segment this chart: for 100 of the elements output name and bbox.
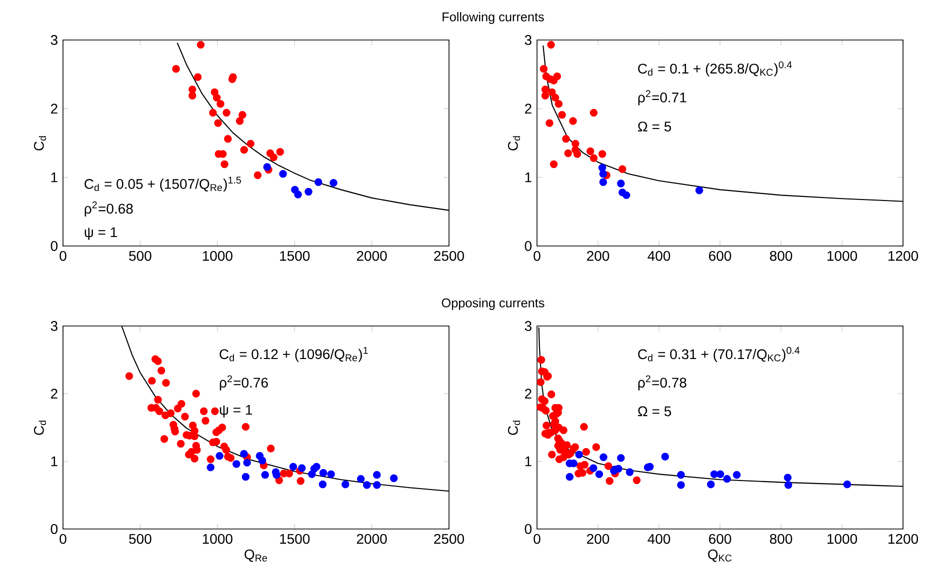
- y-tick-label: 0: [524, 241, 532, 251]
- point: [243, 458, 251, 467]
- x-tick-label: 1200: [888, 534, 918, 544]
- point: [356, 475, 365, 483]
- x-tick-label: 2000: [356, 534, 387, 544]
- point: [540, 397, 549, 405]
- point: [617, 180, 625, 188]
- point: [558, 110, 566, 119]
- point: [176, 440, 185, 448]
- point: [661, 452, 669, 460]
- x-tick-label: 1500: [280, 250, 310, 261]
- point: [270, 154, 278, 162]
- point: [595, 470, 604, 478]
- x-tick-label: 1200: [888, 250, 918, 261]
- point: [548, 88, 556, 96]
- annotation: C$_{d}$ = 0.05 + (1507/Q$_{Re}$)$^{1.5}$: [84, 176, 241, 192]
- annotation: ρ$^{2}$=0.78: [638, 375, 686, 390]
- point: [590, 464, 598, 472]
- y-axis-title: C$_{d}$: [508, 136, 520, 150]
- x-tick-label: 500: [129, 250, 152, 261]
- point: [362, 481, 371, 489]
- point: [586, 147, 594, 156]
- point: [575, 450, 583, 458]
- point: [330, 178, 338, 187]
- x-axis-title: Q$_{Re}$: [244, 549, 267, 562]
- point: [240, 146, 248, 154]
- x-axis-title: Q$_{KC}$: [708, 549, 732, 562]
- point: [390, 474, 398, 482]
- x-tick-label: 2000: [356, 250, 387, 261]
- y-tick-label: 0: [50, 524, 58, 534]
- point: [598, 150, 606, 158]
- point: [617, 454, 625, 462]
- x-tick-label: 0: [60, 250, 66, 261]
- point: [342, 480, 350, 488]
- point: [236, 117, 244, 125]
- annotation: C$_{d}$ = 0.12 + (1096/Q$_{Re}$)$^{1}$: [220, 346, 368, 362]
- point: [232, 460, 240, 468]
- point: [289, 462, 298, 471]
- y-tick-label: 0: [524, 524, 532, 534]
- point: [242, 473, 250, 481]
- point: [554, 100, 563, 108]
- point: [716, 470, 724, 478]
- y-tick-label: 0: [50, 241, 58, 251]
- point: [294, 190, 302, 198]
- point: [304, 188, 312, 196]
- point: [238, 110, 246, 119]
- x-tick-label: 200: [587, 534, 610, 544]
- point: [194, 73, 202, 81]
- annotation: Ω = 5: [638, 406, 672, 416]
- point: [216, 452, 224, 460]
- point: [240, 450, 248, 458]
- annotation: ρ$^{2}$=0.71: [638, 90, 686, 106]
- point: [618, 165, 626, 173]
- point: [604, 462, 612, 470]
- x-tick-label: 2500: [434, 250, 464, 261]
- x-tick-label: 400: [648, 534, 670, 544]
- point: [632, 476, 641, 484]
- point: [200, 407, 208, 416]
- y-axis-title: C$_{d}$: [34, 420, 46, 435]
- point: [582, 448, 590, 456]
- y-tick-label: 1: [525, 172, 532, 182]
- point: [192, 390, 200, 398]
- point: [220, 160, 228, 168]
- y-tick-label: 1: [51, 172, 58, 182]
- text: Following currents: [442, 12, 544, 24]
- x-tick-label: 800: [770, 534, 792, 544]
- point: [541, 86, 550, 94]
- x-tick-label: 1000: [828, 534, 858, 544]
- point: [590, 154, 598, 162]
- x-tick-label: 1000: [828, 250, 858, 261]
- annotation: C$_{d}$ = 0.1 + (265.8/Q$_{KC}$)$^{0.4}$: [638, 61, 792, 76]
- point: [677, 470, 685, 479]
- y-tick-label: 3: [50, 35, 58, 45]
- point: [564, 149, 572, 158]
- point: [784, 481, 792, 489]
- y-tick-label: 3: [524, 321, 532, 331]
- point: [537, 356, 546, 364]
- x-tick-label: 1000: [202, 250, 232, 261]
- point: [540, 64, 548, 73]
- point: [279, 170, 287, 178]
- annotation: ρ$^{2}$=0.76: [220, 375, 268, 390]
- point: [553, 72, 562, 80]
- point: [843, 480, 852, 488]
- point: [226, 454, 235, 462]
- point: [547, 390, 556, 398]
- annotation: Ω = 5: [638, 122, 672, 132]
- y-tick-label: 3: [50, 321, 58, 331]
- point: [224, 135, 232, 143]
- y-tick-label: 2: [50, 388, 58, 399]
- point: [202, 416, 210, 425]
- point: [261, 470, 269, 479]
- x-tick-label: 600: [709, 250, 732, 261]
- point: [542, 422, 550, 430]
- x-tick-label: 600: [709, 534, 732, 544]
- point: [560, 426, 568, 434]
- y-tick-label: 2: [50, 104, 58, 114]
- point: [723, 475, 731, 483]
- point: [178, 400, 186, 408]
- y-axis-title: C$_{d}$: [34, 136, 46, 150]
- point: [312, 462, 320, 471]
